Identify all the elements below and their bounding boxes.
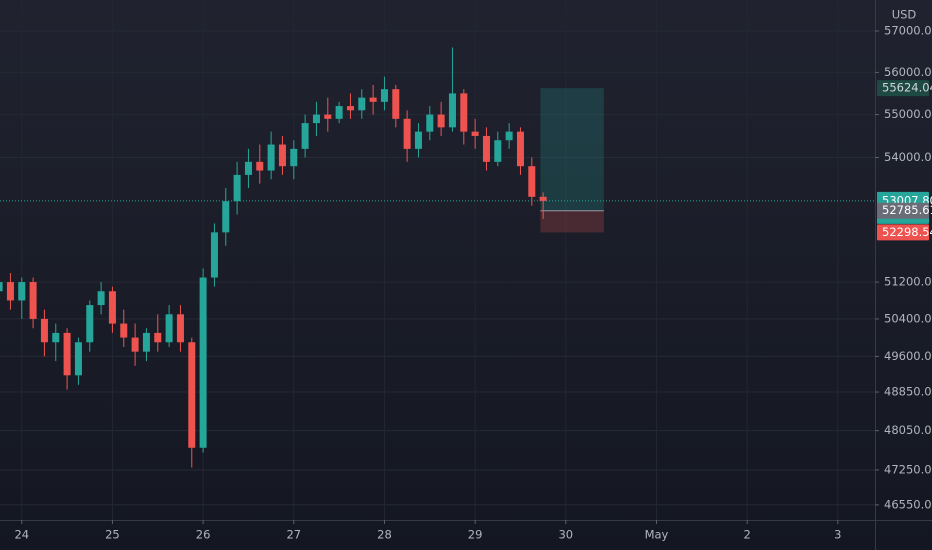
candle-body [256, 161, 264, 171]
candle-body [516, 131, 524, 167]
x-tick-label: 3 [834, 528, 841, 542]
y-tick-label: 50400.00 [884, 311, 932, 325]
candle-body [369, 97, 377, 102]
entry-price-box [877, 202, 929, 219]
stop-price-label: 52298.54 [882, 225, 932, 239]
candle-body [505, 131, 513, 141]
candle-body [154, 332, 162, 343]
candle-body [244, 161, 252, 175]
candle-body [63, 332, 71, 376]
y-tick-label: 54000.00 [884, 150, 932, 164]
y-tick-label: 57000.00 [884, 23, 932, 37]
y-tick-label: 46550.00 [884, 497, 932, 511]
candle-body [482, 135, 490, 162]
candle-body [335, 106, 343, 119]
candle-body [52, 332, 60, 343]
loss-zone [540, 210, 604, 233]
candle-body [312, 114, 320, 124]
y-tick-label: 55000.00 [884, 107, 932, 121]
candle-body [301, 123, 309, 149]
candle-body [278, 144, 286, 167]
y-tick-label: 56000.00 [884, 65, 932, 79]
candle-body [380, 89, 388, 102]
candle-body [18, 282, 26, 301]
candle-body [290, 148, 298, 167]
x-tick-label: 24 [14, 528, 29, 542]
candle-body [97, 291, 105, 306]
candle-body [222, 201, 230, 233]
candle-body [176, 314, 184, 343]
stop-price-box [877, 224, 929, 241]
candle-body [358, 97, 366, 111]
candle-body [131, 337, 139, 352]
candle-body [528, 166, 536, 197]
target-price-label: 55624.04 [882, 81, 932, 95]
candle-body [233, 174, 241, 202]
candle-body [471, 131, 479, 136]
y-tick-label: 48050.00 [884, 423, 932, 437]
candle-body [324, 114, 332, 119]
candle-body [346, 106, 354, 111]
x-tick-label: 27 [286, 528, 301, 542]
x-tick-label: 30 [558, 528, 573, 542]
candle-body [539, 196, 547, 201]
candle-body [460, 93, 468, 132]
x-tick-label: May [645, 528, 669, 542]
candle-body [40, 318, 48, 343]
y-tick-label: 51200.00 [884, 275, 932, 289]
target-price-box [877, 80, 929, 97]
candle-body [86, 305, 94, 343]
candle-body [0, 282, 3, 292]
candle-body [188, 342, 196, 448]
candle-body [403, 118, 411, 149]
candle-body [426, 114, 434, 132]
candle-body [120, 323, 128, 338]
y-tick-label: 49600.00 [884, 349, 932, 363]
x-tick-label: 29 [468, 528, 483, 542]
x-tick-label: 25 [105, 528, 120, 542]
candle-body [199, 277, 207, 448]
x-tick-label: 28 [377, 528, 392, 542]
currency-label: USD [892, 8, 917, 22]
candle-body [437, 114, 445, 128]
candle-body [448, 93, 456, 128]
candle-body [108, 291, 116, 324]
candle-body [74, 342, 82, 376]
candle-body [392, 89, 400, 119]
candle-body [29, 282, 37, 319]
y-tick-label: 47250.00 [884, 462, 932, 476]
x-tick-label: 2 [743, 528, 750, 542]
candle-body [142, 332, 150, 352]
candle-body [414, 131, 422, 149]
entry-price-label: 52785.61 [882, 203, 932, 217]
candle-body [267, 144, 275, 171]
candle-body [210, 232, 218, 278]
profit-zone [540, 88, 604, 211]
y-tick-label: 48850.00 [884, 385, 932, 399]
candle-body [165, 314, 173, 343]
candle-body [494, 140, 502, 162]
candle-body [6, 282, 14, 301]
x-tick-label: 26 [196, 528, 211, 542]
